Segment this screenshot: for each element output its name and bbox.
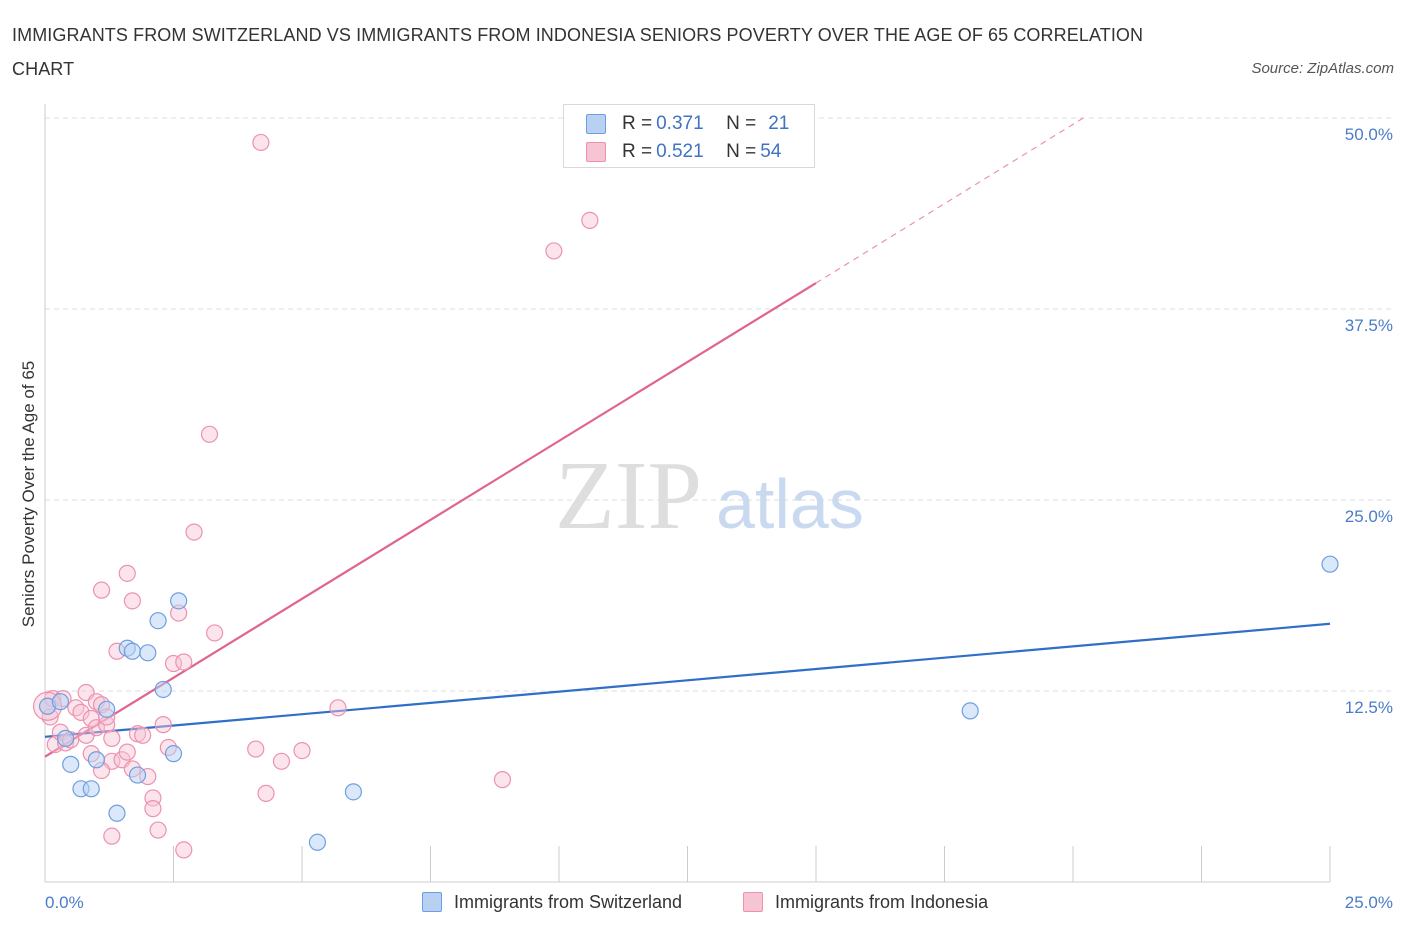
indonesia-point	[293, 741, 311, 760]
indonesia-point	[247, 740, 265, 758]
switzerland-point	[123, 642, 141, 660]
trend-lines	[44, 117, 1331, 758]
switzerland-point	[170, 592, 188, 610]
indonesia-point	[92, 581, 111, 599]
legend-n-label: N =	[726, 113, 757, 134]
y-axis-label: Seniors Poverty Over the Age of 65	[19, 361, 38, 627]
indonesia-point	[206, 624, 224, 642]
watermark-atlas: atlas	[716, 465, 864, 543]
switzerland-point	[56, 729, 75, 747]
switzerland-point	[87, 751, 106, 769]
switzerland-point	[108, 804, 126, 822]
bottom-legend-indonesia: Immigrants from Indonesia	[743, 890, 988, 914]
switzerland-point	[51, 693, 70, 711]
indonesia-point	[87, 719, 106, 737]
legend-r-label: R =	[622, 113, 653, 134]
switzerland-point	[164, 745, 183, 763]
indonesia-point	[545, 242, 563, 260]
y-tick-label: 12.5%	[1345, 698, 1393, 717]
indonesia-point	[329, 699, 347, 717]
x-tick-label: 25.0%	[1345, 893, 1393, 912]
indonesia-point	[272, 752, 291, 770]
y-tick-label: 25.0%	[1345, 507, 1393, 526]
indonesia-point	[257, 784, 275, 802]
switzerland-point	[308, 833, 327, 851]
bottom-legend-switzerland: Immigrants from Switzerland	[422, 890, 682, 914]
indonesia-trend-line	[44, 282, 817, 758]
bottom-legend-label: Immigrants from Switzerland	[454, 891, 683, 912]
indonesia-points	[32, 133, 599, 859]
legend-n-label: N =	[726, 141, 757, 162]
indonesia-point	[252, 133, 270, 152]
indonesia-point	[154, 716, 172, 734]
y-tick-label: 37.5%	[1345, 316, 1393, 335]
switzerland-point	[1321, 555, 1339, 573]
indonesia-point	[493, 771, 512, 789]
legend-r-label: R =	[622, 141, 653, 162]
switzerland-point	[82, 780, 100, 798]
switzerland-point	[961, 702, 979, 720]
switzerland-point	[128, 766, 147, 784]
legend-swatch-indonesia	[586, 142, 606, 162]
indonesia-point	[118, 743, 136, 761]
indonesia-point	[118, 564, 136, 582]
indonesia-point	[72, 703, 90, 721]
legend-n-value: 21	[768, 113, 790, 134]
switzerland-point	[344, 783, 362, 801]
tick-labels: 12.5% 25.0% 37.5% 50.0% 0.0% 25.0%	[45, 125, 1393, 912]
indonesia-point	[144, 800, 162, 818]
legend-row-switzerland: R = 0.371 N = 21	[586, 111, 789, 137]
indonesia-point	[175, 653, 193, 671]
bottom-legend-label: Immigrants from Indonesia	[775, 891, 989, 912]
source-label: Source: ZipAtlas.com	[1251, 60, 1394, 77]
chart-title: IMMIGRANTS FROM SWITZERLAND VS IMMIGRANT…	[12, 25, 1144, 79]
indonesia-point	[185, 523, 203, 541]
legend-r-value: 0.371	[656, 113, 704, 134]
legend-swatch-switzerland	[586, 114, 606, 134]
indonesia-point	[103, 827, 121, 845]
indonesia-point	[123, 592, 141, 610]
x-tick-label: 0.0%	[45, 893, 84, 912]
switzerland-point	[62, 755, 80, 773]
watermark-zip: ZIP	[555, 442, 702, 550]
legend-n-value: 54	[760, 141, 782, 162]
indonesia-point	[134, 726, 152, 744]
indonesia-point	[175, 841, 193, 859]
switzerland-trend-line	[44, 622, 1331, 738]
indonesia-point	[67, 699, 85, 717]
bottom-swatch-switzerland	[422, 892, 442, 912]
bottom-swatch-indonesia	[743, 892, 763, 912]
indonesia-point	[200, 425, 219, 443]
watermark: ZIP atlas	[555, 442, 864, 550]
indonesia-point	[149, 821, 167, 839]
grid-lines	[45, 117, 1395, 692]
correlation-legend: R = 0.371 N = 21 R = 0.521 N = 54	[563, 104, 815, 168]
switzerland-point	[98, 700, 116, 718]
indonesia-trend-extension	[815, 117, 1084, 284]
switzerland-points	[38, 555, 1339, 851]
legend-row-indonesia: R = 0.521 N = 54	[586, 139, 781, 165]
indonesia-point	[103, 729, 121, 747]
switzerland-point	[149, 612, 167, 630]
axes	[44, 104, 1331, 883]
indonesia-point	[581, 211, 599, 229]
switzerland-point	[154, 680, 172, 699]
switzerland-point	[139, 644, 157, 662]
legend-r-value: 0.521	[656, 141, 704, 162]
y-tick-label: 50.0%	[1345, 125, 1393, 144]
